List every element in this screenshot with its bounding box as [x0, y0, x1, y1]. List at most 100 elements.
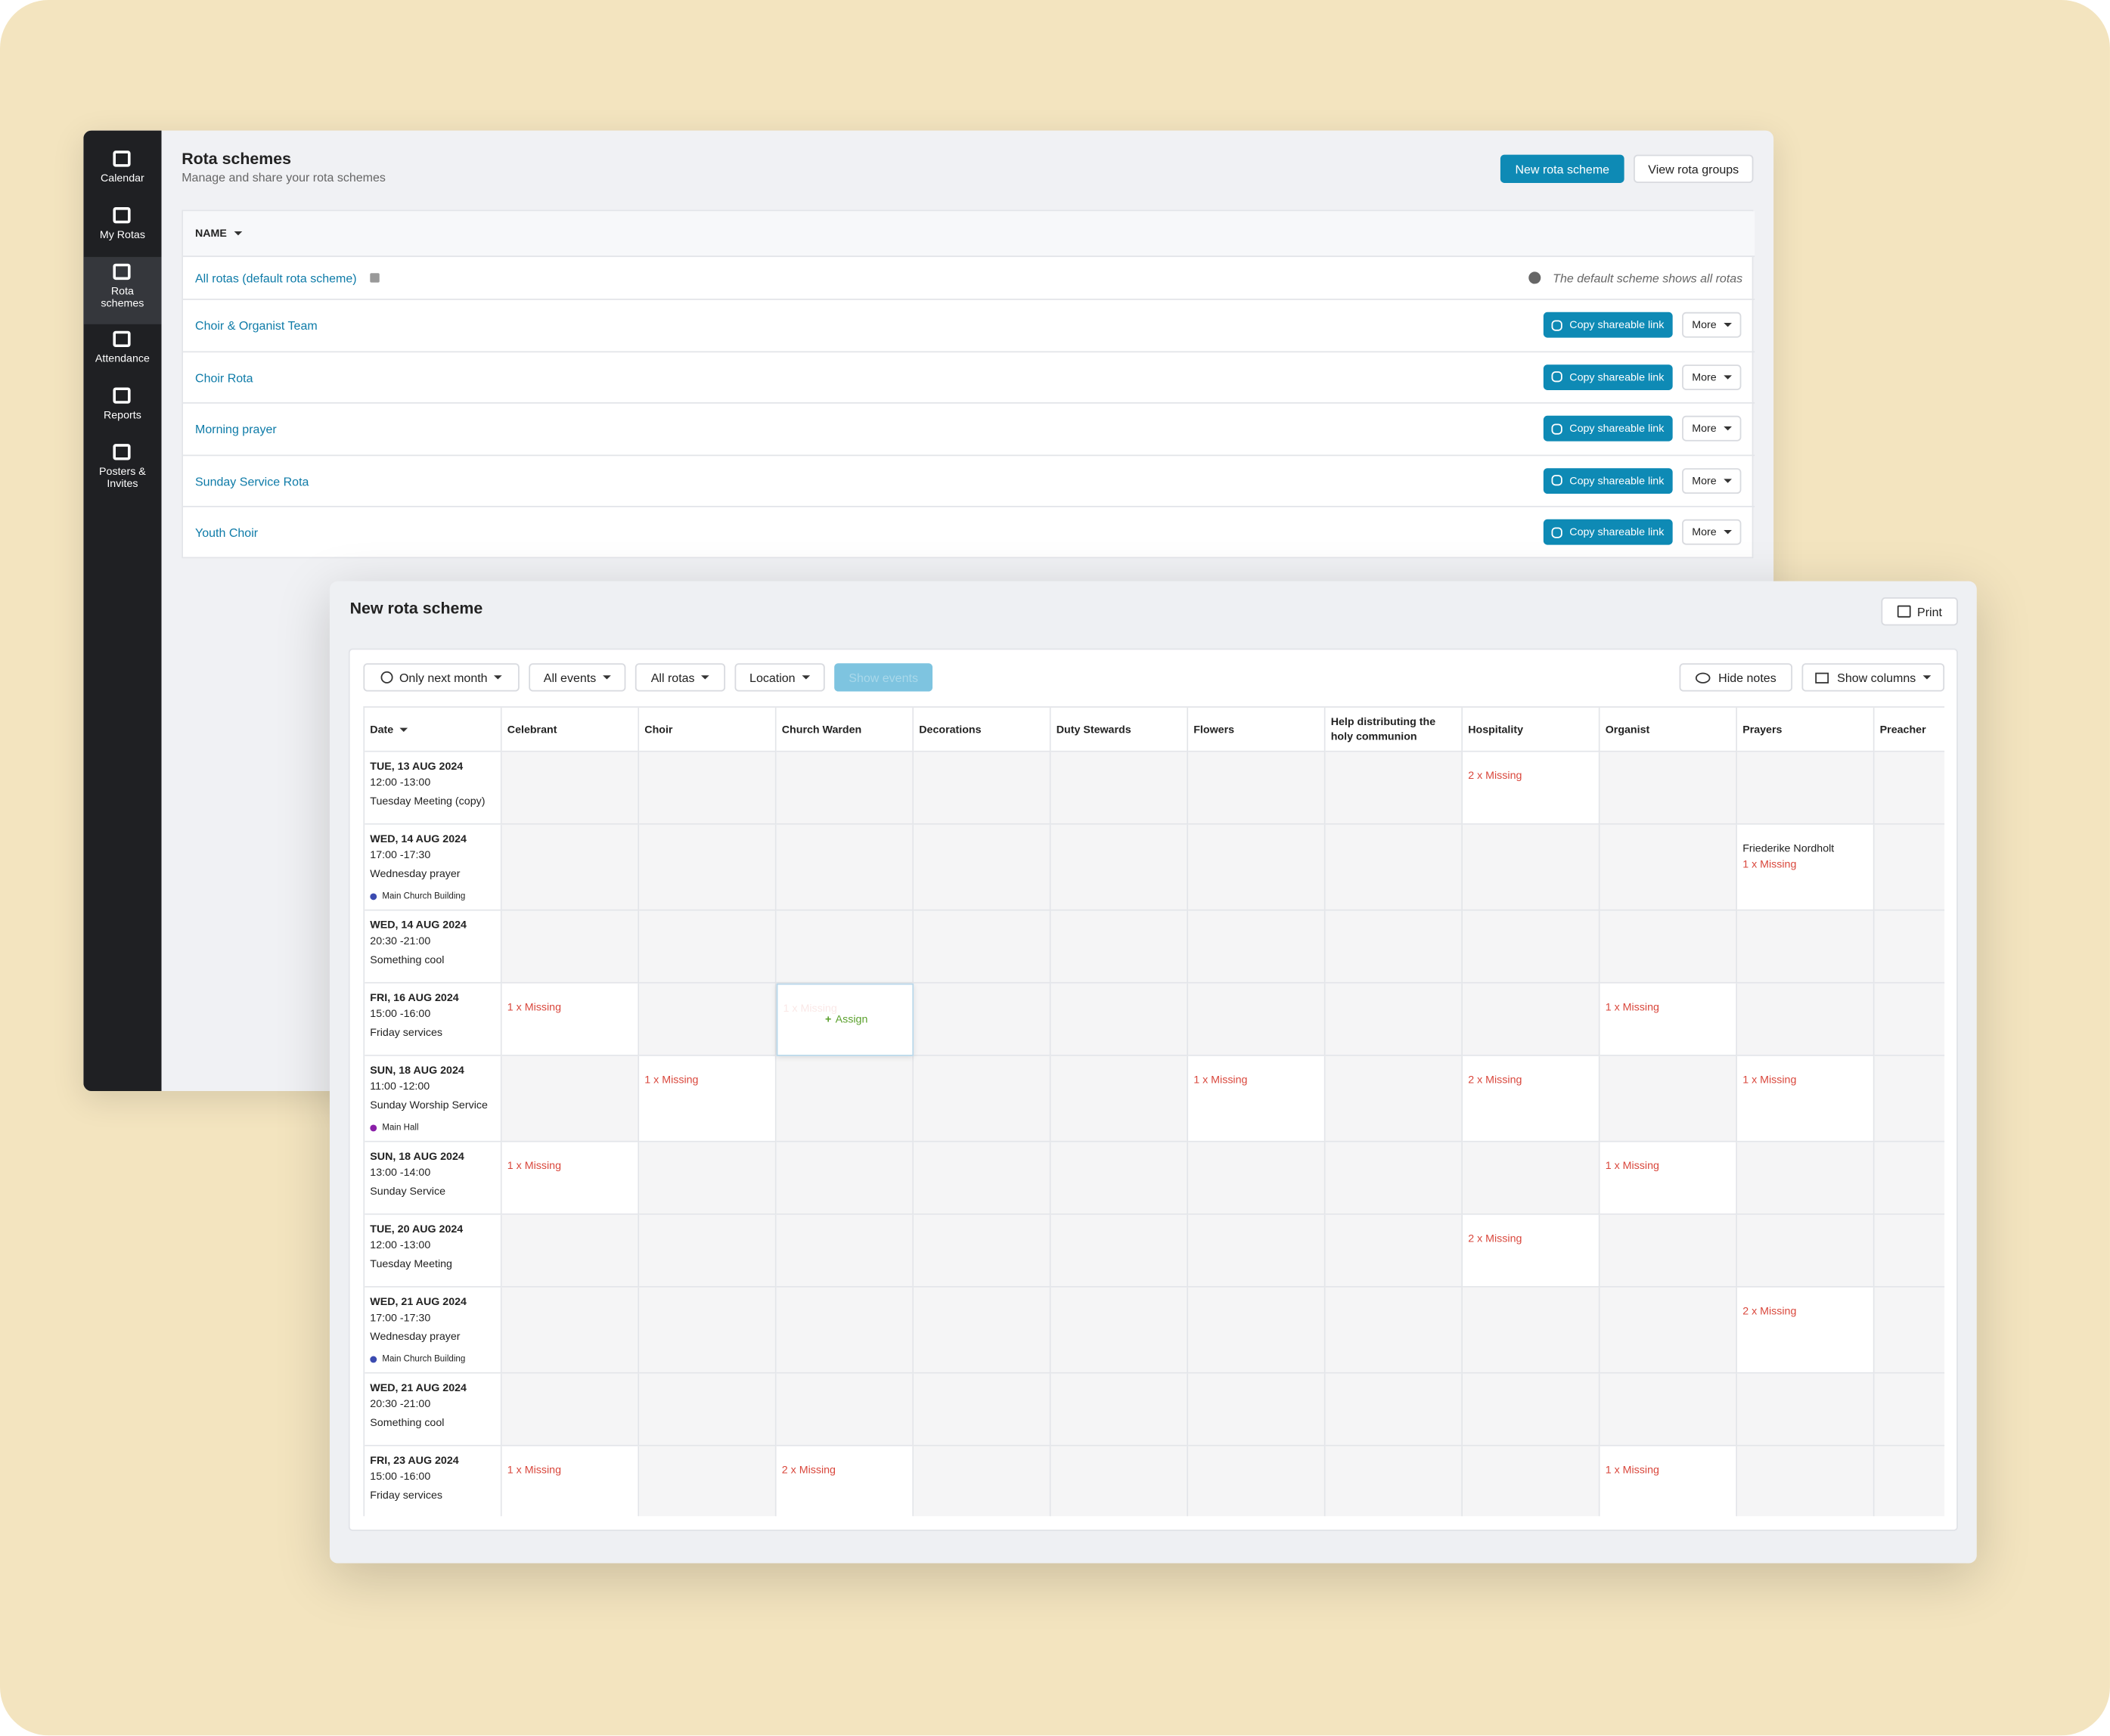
new-rota-scheme-button[interactable]: New rota scheme	[1500, 154, 1624, 183]
rota-cell	[1050, 1142, 1189, 1215]
column-header[interactable]: NAME	[194, 227, 242, 240]
rota-cell[interactable]: 1 x Missing	[1737, 1056, 1875, 1142]
rota-cell[interactable]: 2 x Missing	[1463, 752, 1600, 825]
more-button[interactable]: More	[1682, 415, 1742, 442]
more-button[interactable]: More	[1682, 519, 1742, 545]
rota-cell	[1600, 824, 1738, 911]
rota-cell[interactable]: Friederike Nordholt 1 x Missing	[1737, 824, 1875, 911]
rota-cell	[1188, 983, 1326, 1056]
more-label: More	[1692, 525, 1717, 538]
more-label: More	[1692, 370, 1717, 383]
column-header[interactable]: Date	[365, 707, 502, 752]
sidebar-item[interactable]: Posters & Invites	[83, 437, 161, 504]
more-button[interactable]: More	[1682, 364, 1742, 390]
rota-cell	[1737, 1214, 1875, 1288]
column-header[interactable]: Preacher	[1874, 707, 1945, 752]
column-header[interactable]: Decorations	[914, 707, 1051, 752]
rota-cell	[1325, 1446, 1463, 1517]
filter-dropdown[interactable]: Location	[734, 663, 825, 692]
column-header[interactable]: Choir	[639, 707, 777, 752]
more-button[interactable]: More	[1682, 467, 1742, 494]
column-header[interactable]: Church Warden	[776, 707, 914, 752]
rota-cell	[1600, 752, 1738, 825]
sidebar-item[interactable]: Reports	[83, 381, 161, 438]
caret-icon	[802, 675, 811, 680]
rota-cell	[1325, 752, 1463, 825]
column-header[interactable]: Help distributing the holy communion	[1325, 707, 1463, 752]
column-header[interactable]: Celebrant	[501, 707, 640, 752]
sidebar-item[interactable]: Attendance	[83, 324, 161, 381]
more-button[interactable]: More	[1682, 312, 1742, 338]
filter-dropdown[interactable]: All events	[529, 663, 626, 692]
caret-icon	[1723, 530, 1732, 535]
copy-shareable-link-button[interactable]: Copy shareable link	[1543, 312, 1673, 338]
column-header[interactable]: Prayers	[1737, 707, 1875, 752]
rota-cell	[776, 910, 914, 984]
column-header[interactable]: Duty Stewards	[1050, 707, 1189, 752]
rota-cell	[639, 983, 777, 1056]
copy-shareable-link-button[interactable]: Copy shareable link	[1543, 364, 1673, 390]
rota-cell	[914, 1142, 1051, 1215]
caret-icon	[400, 727, 408, 732]
rota-cell[interactable]: 1 x Missing	[1600, 1446, 1738, 1517]
rota-cell	[1188, 1214, 1326, 1288]
eye-off-icon	[1695, 671, 1711, 683]
sidebar-item[interactable]: My Rotas	[83, 200, 161, 257]
filter-dropdown[interactable]: All rotas	[635, 663, 726, 692]
column-header[interactable]: Flowers	[1188, 707, 1326, 752]
column-header-label: Church Warden	[781, 723, 862, 736]
default-scheme-note: The default scheme shows all rotas	[1553, 271, 1743, 286]
rota-cell[interactable]: 2 x Missing	[1463, 1056, 1600, 1142]
assign-action[interactable]: + Assign	[777, 1013, 914, 1025]
missing-count: 2 x Missing	[781, 1463, 836, 1476]
missing-count: 1 x Missing	[1742, 1073, 1797, 1086]
filter-dropdown[interactable]: Only next month	[363, 663, 520, 692]
missing-count: 2 x Missing	[1468, 1232, 1522, 1245]
scheme-name[interactable]: Morning prayer	[194, 422, 277, 436]
sidebar-item[interactable]: Rota schemes	[83, 256, 162, 324]
page-subtitle: Manage and share your rota schemes	[182, 170, 386, 184]
rota-cell[interactable]: 1 x Missing	[1600, 983, 1738, 1056]
copy-shareable-link-button[interactable]: Copy shareable link	[1543, 519, 1673, 545]
scheme-row: Choir & Organist Team Copy shareable link…	[182, 300, 1755, 352]
event-time: 17:00 -17:30	[370, 1311, 431, 1324]
schemes-table: NAME All rotas (default rota scheme) The d…	[182, 209, 1755, 559]
event-time: 12:00 -13:00	[370, 1238, 431, 1251]
event-name: Wednesday prayer	[370, 1330, 461, 1343]
caret-icon	[1723, 323, 1732, 327]
rota-cell[interactable]: 1 x Missing	[1600, 1142, 1738, 1215]
rota-cell[interactable]: 1 x Missing	[1188, 1056, 1326, 1142]
column-header[interactable]: Hospitality	[1463, 707, 1600, 752]
sidebar-label: Posters & Invites	[99, 465, 146, 490]
rota-cell[interactable]: 2 x Missing	[1737, 1287, 1875, 1374]
column-header-label: NAME	[194, 227, 227, 240]
scheme-name[interactable]: Youth Choir	[194, 525, 259, 540]
show-events-button[interactable]: Show events	[834, 663, 933, 692]
scheme-name[interactable]: Choir Rota	[194, 370, 253, 384]
rota-cell[interactable]: 2 x Missing	[1463, 1214, 1600, 1288]
scheme-name[interactable]: All rotas (default rota scheme)	[194, 271, 357, 286]
hide-notes-button[interactable]: Hide notes	[1679, 663, 1793, 692]
column-header-label: Date	[370, 723, 394, 736]
scheme-row: Morning prayer Copy shareable link More	[182, 404, 1755, 456]
scheme-name[interactable]: Sunday Service Rota	[194, 474, 309, 488]
show-columns-button[interactable]: Show columns	[1801, 663, 1945, 692]
sidebar-item[interactable]: Calendar	[83, 144, 161, 200]
print-button[interactable]: Print	[1881, 597, 1958, 626]
scheme-name[interactable]: Choir & Organist Team	[194, 318, 318, 333]
rota-cell[interactable]: 1 x Missing	[501, 983, 640, 1056]
copy-shareable-link-button[interactable]: Copy shareable link	[1543, 467, 1673, 494]
copy-shareable-link-button[interactable]: Copy shareable link	[1543, 415, 1673, 442]
event-date: SUN, 18 AUG 2024	[370, 1150, 464, 1163]
column-header-label: Hospitality	[1468, 723, 1524, 736]
rota-cell[interactable]: 1 x Missing	[501, 1142, 640, 1215]
view-rota-groups-button[interactable]: View rota groups	[1634, 154, 1754, 183]
rota-cell	[1463, 824, 1600, 911]
assigned-person: Friederike Nordholt	[1742, 842, 1835, 854]
column-header[interactable]: Organist	[1600, 707, 1738, 752]
rota-cell[interactable]: 1 x Missing	[501, 1446, 640, 1517]
rota-cell[interactable]: 1 x Missing	[639, 1056, 777, 1142]
rota-cell[interactable]: 1 x Missing + Assign	[776, 983, 914, 1056]
rota-cell[interactable]: 2 x Missing	[776, 1446, 914, 1517]
rota-cell	[776, 752, 914, 825]
